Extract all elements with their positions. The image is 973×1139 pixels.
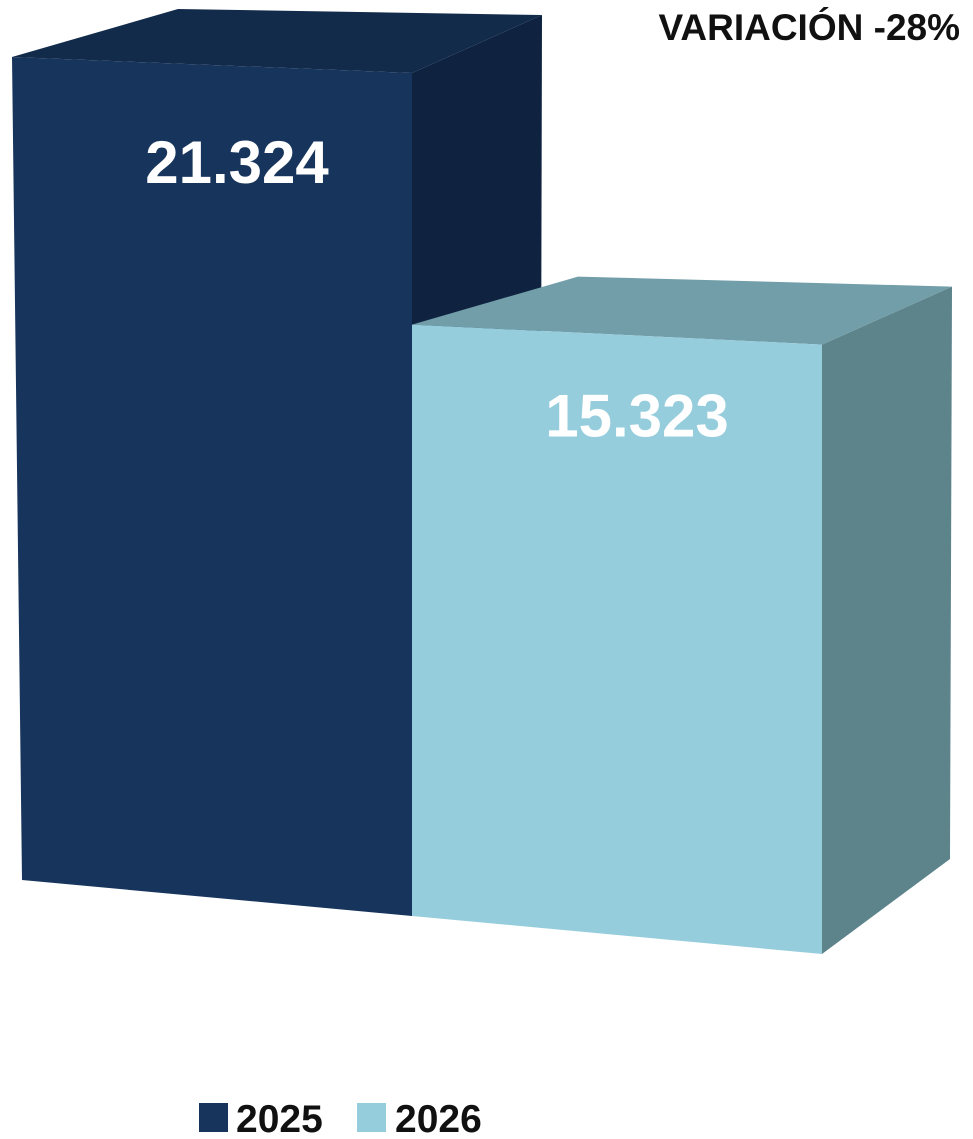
bars-group — [12, 9, 952, 955]
data-label-2025: 21.324 — [145, 129, 329, 196]
bar-2025 — [12, 57, 412, 916]
bar-2026 — [412, 324, 822, 955]
legend-label-2025: 2025 — [236, 1098, 323, 1139]
legend-swatch-2025 — [199, 1103, 228, 1132]
data-label-2026: 15.323 — [545, 383, 729, 450]
legend: 2025 2026 — [199, 1098, 482, 1139]
legend-swatch-2026 — [357, 1103, 386, 1132]
bar-2026-side-face — [822, 286, 952, 955]
legend-label-2026: 2026 — [395, 1098, 482, 1139]
bar-2026-top-face — [412, 276, 952, 345]
bar-2025-top-face — [12, 9, 542, 73]
variation-annotation: VARIACIÓN -28% — [658, 6, 960, 48]
